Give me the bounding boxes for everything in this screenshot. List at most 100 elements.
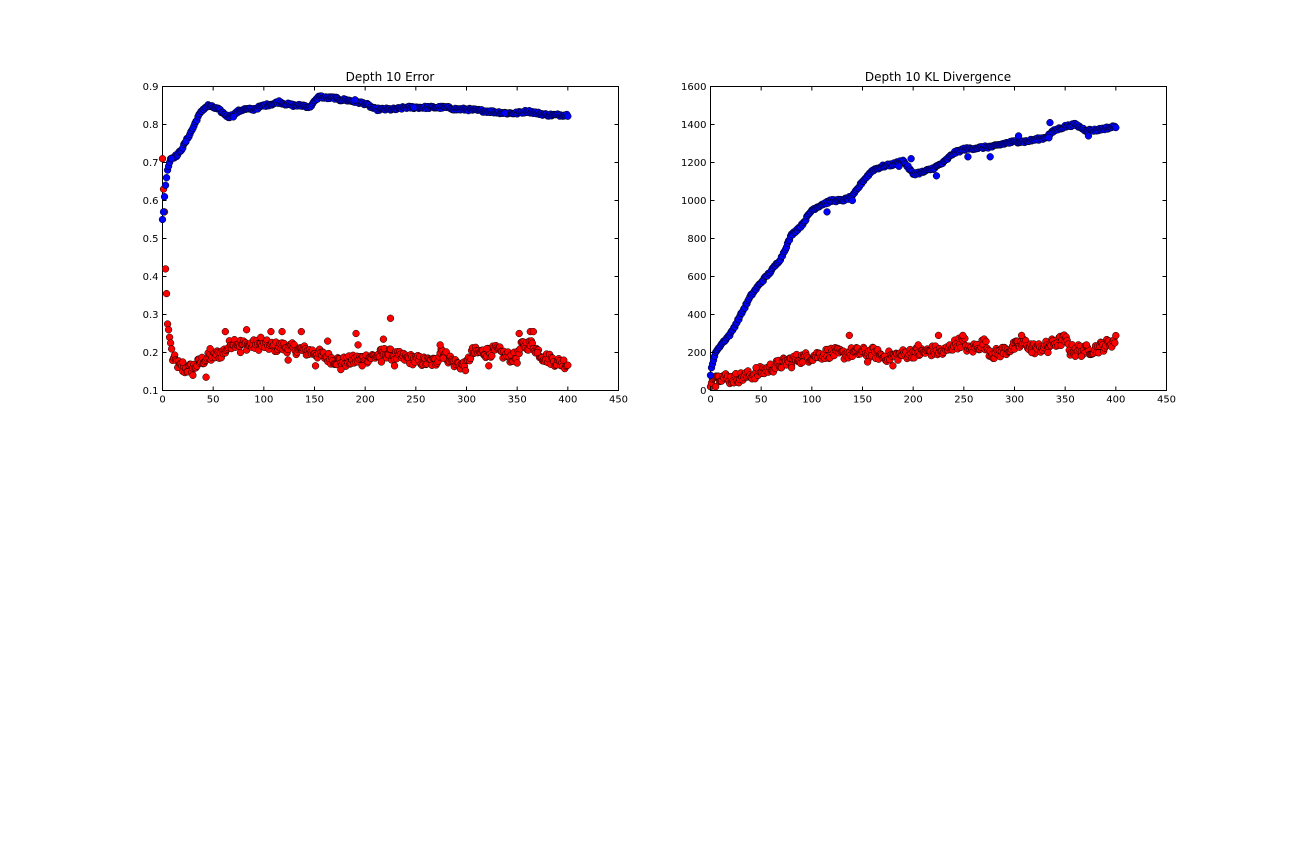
error-blue-point <box>229 113 238 121</box>
error-red-point <box>529 327 538 336</box>
error-red-point <box>297 327 305 336</box>
error-red-point <box>337 365 345 374</box>
error-x-tick-label: 150 <box>305 395 324 406</box>
kl-red-point <box>914 341 922 349</box>
error-red-point <box>179 358 187 366</box>
error-chart-points <box>158 92 572 381</box>
kl-red-point <box>1077 352 1086 360</box>
kl-red-point <box>1028 348 1036 357</box>
error-red-point <box>236 348 245 357</box>
error-red-point <box>162 289 171 298</box>
kl-red-point <box>889 362 897 370</box>
error-red-point <box>379 335 388 343</box>
error-red-point <box>324 337 332 345</box>
error-red-point <box>515 329 523 338</box>
error-y-tick-label: 0.3 <box>143 310 159 321</box>
error-red-point <box>278 327 286 336</box>
error-red-point <box>311 362 320 370</box>
kl-y-tick-label: 400 <box>687 310 706 321</box>
error-red-point <box>352 329 360 338</box>
kl-red-point <box>982 337 990 346</box>
error-red-point <box>242 326 251 334</box>
error-chart-ticks: 0 50 100 150 200 250 300 350 400 450 0.1 0.2 0.3 0.4 0… <box>143 82 628 406</box>
kl-y-tick-label: 800 <box>687 234 706 245</box>
kl-x-tick-label: 50 <box>755 395 768 406</box>
error-red-point <box>166 339 175 347</box>
error-red-point <box>483 345 491 353</box>
error-red-point <box>158 155 167 163</box>
error-x-tick-label: 0 <box>159 395 165 406</box>
kl-chart-title: Depth 10 KL Divergence <box>865 70 1011 84</box>
kl-blue-point <box>932 172 941 180</box>
error-red-point <box>461 366 470 375</box>
error-y-tick-label: 0.8 <box>143 120 159 131</box>
error-x-tick-label: 400 <box>558 395 577 406</box>
error-y-tick-label: 0.6 <box>143 196 159 207</box>
error-red-point <box>564 361 572 369</box>
error-red-point <box>206 345 214 353</box>
kl-red-point <box>1082 341 1091 349</box>
error-blue-point <box>161 181 170 189</box>
kl-red-point <box>845 331 853 340</box>
error-blue-point <box>351 96 359 104</box>
kl-y-tick-label: 1600 <box>681 82 706 93</box>
error-x-tick-label: 200 <box>356 395 375 406</box>
error-red-point <box>485 362 493 370</box>
kl-red-point <box>1112 331 1120 340</box>
error-x-tick-label: 350 <box>508 395 527 406</box>
error-blue-point <box>501 109 509 117</box>
kl-blue-point <box>848 196 857 205</box>
error-blue-point <box>182 137 190 146</box>
error-red-point <box>390 362 399 370</box>
error-red-point <box>257 333 265 341</box>
error-red-point <box>533 348 542 357</box>
kl-blue-point <box>907 155 915 163</box>
kl-red-point <box>1111 339 1119 347</box>
kl-y-tick-label: 1000 <box>681 196 706 207</box>
kl-x-tick-label: 100 <box>802 395 821 406</box>
kl-y-tick-label: 1400 <box>681 120 706 131</box>
error-y-tick-label: 0.2 <box>143 348 159 359</box>
kl-x-tick-label: 450 <box>1157 395 1176 406</box>
kl-red-point <box>1044 348 1052 357</box>
error-red-point <box>513 359 521 367</box>
error-red-point <box>164 326 173 334</box>
error-red-point <box>161 265 170 273</box>
error-blue-point <box>158 215 167 224</box>
kl-blue-point <box>986 153 994 161</box>
error-x-tick-label: 100 <box>254 395 273 406</box>
error-red-point <box>436 341 444 349</box>
error-blue-point <box>410 103 418 112</box>
error-red-point <box>202 373 210 381</box>
error-blue-point <box>564 112 572 120</box>
kl-red-point <box>959 331 967 340</box>
kl-blue-point <box>823 208 831 216</box>
kl-red-point <box>752 364 760 372</box>
kl-x-tick-label: 200 <box>904 395 923 406</box>
error-red-point <box>439 354 447 362</box>
kl-x-tick-label: 0 <box>707 395 713 406</box>
error-red-point <box>221 327 229 336</box>
kl-x-tick-label: 350 <box>1056 395 1075 406</box>
error-x-tick-label: 50 <box>207 395 220 406</box>
kl-blue-point <box>706 371 715 379</box>
error-y-tick-label: 0.1 <box>143 386 159 397</box>
error-y-tick-label: 0.9 <box>143 82 159 93</box>
kl-x-tick-label: 150 <box>853 395 872 406</box>
error-blue-point <box>162 174 171 182</box>
kl-y-tick-label: 600 <box>687 272 706 283</box>
kl-red-point <box>787 364 796 372</box>
error-x-tick-label: 300 <box>457 395 476 406</box>
kl-y-tick-label: 200 <box>687 348 706 359</box>
error-y-tick-label: 0.5 <box>143 234 159 245</box>
error-red-point <box>488 352 496 360</box>
error-y-tick-label: 0.4 <box>143 272 159 283</box>
kl-x-tick-label: 300 <box>1005 395 1024 406</box>
error-blue-point <box>160 193 169 201</box>
kl-red-point <box>1071 352 1079 360</box>
error-x-tick-label: 450 <box>609 395 628 406</box>
error-chart-title: Depth 10 Error <box>346 70 435 84</box>
kl-blue-point <box>895 162 903 170</box>
kl-x-tick-label: 400 <box>1106 395 1125 406</box>
